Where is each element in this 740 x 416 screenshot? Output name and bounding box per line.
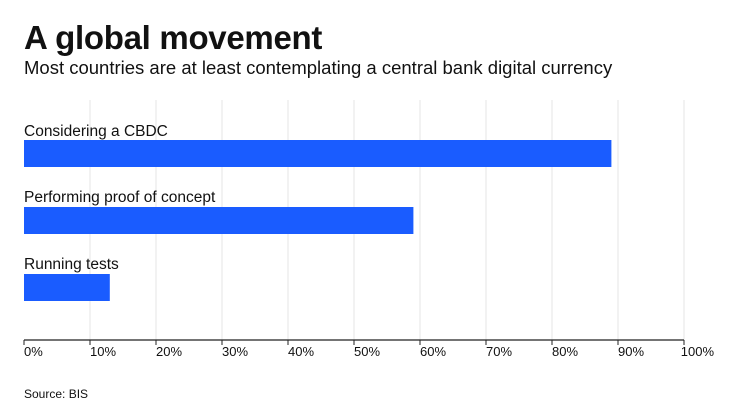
x-axis: 0% 10% 20% 30% 40% 50% 60% 70% 80% 90% 100% — [23, 339, 715, 359]
x-tick-label: 20% — [156, 344, 182, 359]
category-label: Considering a CBDC — [24, 123, 168, 140]
chart-subtitle: Most countries are at least contemplatin… — [24, 57, 613, 78]
x-tick-label: 50% — [354, 344, 380, 359]
x-tick-label: 90% — [618, 344, 644, 359]
x-tick-label: 0% — [24, 344, 43, 359]
x-tick-label: 80% — [552, 344, 578, 359]
category-label: Running tests — [24, 256, 119, 273]
x-tick-label: 10% — [90, 344, 116, 359]
category-labels: Considering a CBDC Performing proof of co… — [24, 123, 216, 273]
bar — [24, 207, 414, 234]
chart-title: A global movement — [24, 19, 323, 56]
x-tick-label: 70% — [486, 344, 512, 359]
x-tick-label: 60% — [420, 344, 446, 359]
bar-chart: Considering a CBDC Performing proof of co… — [23, 100, 715, 359]
category-label: Performing proof of concept — [24, 189, 216, 206]
x-tick-label: 40% — [288, 344, 314, 359]
bar — [24, 140, 612, 167]
bar — [24, 274, 110, 301]
x-tick-label: 100% — [681, 344, 715, 359]
x-tick-label: 30% — [222, 344, 248, 359]
source-note: Source: BIS — [24, 387, 89, 401]
bars — [24, 140, 612, 301]
